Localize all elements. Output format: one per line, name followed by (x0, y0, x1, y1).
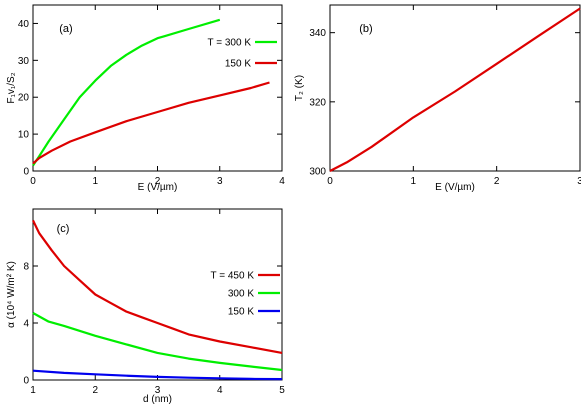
x-tick-label: 3 (577, 176, 581, 187)
y-tick-label: 0 (23, 167, 29, 178)
panel-label: (b) (359, 23, 372, 35)
y-axis-label: F₁v₁/S₂ (6, 72, 17, 103)
x-tick-label: 2 (92, 385, 98, 396)
legend-label: 150 K (228, 307, 254, 318)
legend-label: 300 K (228, 289, 254, 300)
series-line-2 (32, 312, 283, 372)
y-tick-label: 0 (23, 376, 29, 387)
y-tick-label: 4 (23, 319, 29, 330)
series-line-1 (32, 219, 283, 354)
y-tick-label: 40 (18, 19, 30, 30)
legend-label: 150 K (225, 59, 251, 70)
legend: T = 300 K 150 K (208, 38, 277, 70)
plot-frame (329, 4, 581, 172)
x-axis-label: E (V/µm) (435, 182, 475, 193)
x-tick-label: 0 (30, 176, 36, 187)
y-tick-label: 20 (18, 93, 30, 104)
y-axis-label: T₂ (K) (294, 75, 305, 101)
series-line-2 (32, 81, 270, 165)
y-tick-label: 320 (309, 97, 326, 108)
chart-panel-3: 1 2 3 4 5 0 4 8 d (nm) α (10⁴ W/m² K) (c) T = 450 K… (6, 208, 285, 405)
x-tick-label: 0 (327, 176, 333, 187)
series-line-1 (32, 18, 221, 167)
x-tick-label: 2 (494, 176, 500, 187)
x-axis-label: d (nm) (143, 394, 172, 405)
x-axis-label: E (V/µm) (138, 182, 178, 193)
series-line-1 (329, 7, 581, 172)
panel-label: (a) (59, 23, 72, 35)
y-tick-label: 300 (309, 167, 326, 178)
chart-panel-2: 0 1 2 3 300 320 340 E (V/µm) T₂ (K) (b) (294, 4, 581, 193)
y-tick-label: 8 (23, 262, 29, 273)
x-tick-label: 3 (155, 385, 161, 396)
x-tick-label: 3 (217, 176, 223, 187)
y-tick-label: 30 (18, 56, 30, 67)
x-tick-label: 5 (279, 385, 285, 396)
x-tick-label: 4 (217, 385, 223, 396)
x-tick-label: 4 (279, 176, 285, 187)
y-tick-label: 10 (18, 130, 30, 141)
x-tick-label: 1 (30, 385, 36, 396)
legend-label: T = 450 K (211, 271, 255, 282)
x-tick-label: 1 (92, 176, 98, 187)
legend: T = 450 K 300 K 150 K (211, 271, 280, 318)
series-line-3 (32, 369, 283, 381)
y-tick-label: 340 (309, 28, 326, 39)
y-axis-label: α (10⁴ W/m² K) (6, 261, 17, 328)
panel-label: (c) (57, 223, 70, 235)
x-tick-label: 2 (155, 176, 161, 187)
legend-label: T = 300 K (208, 38, 252, 49)
x-tick-label: 1 (411, 176, 417, 187)
